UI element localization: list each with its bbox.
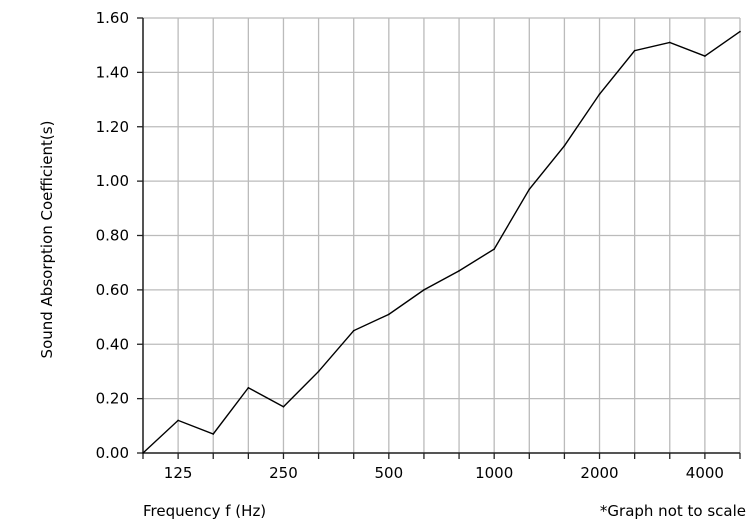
data-point [528, 188, 531, 191]
y-axis-title: Sound Absorption Coefficient(s) [38, 121, 56, 359]
data-point [633, 49, 636, 52]
y-tick-label: 0.20 [96, 390, 129, 408]
data-point [388, 313, 390, 316]
y-tick-label: 1.60 [96, 9, 129, 27]
y-tick-label: 1.40 [96, 63, 129, 81]
x-tick-label: 500 [375, 464, 404, 482]
not-to-scale-note: *Graph not to scale [600, 502, 746, 520]
y-tick-label: 1.20 [96, 118, 129, 136]
data-point [352, 329, 355, 332]
data-point [704, 55, 706, 57]
x-tick-label: 250 [269, 464, 298, 482]
x-tick-label: 2000 [580, 464, 618, 482]
y-tick-label: 0.00 [96, 444, 129, 462]
y-tick-label: 1.00 [96, 172, 129, 190]
y-tick-label: 0.60 [96, 281, 129, 299]
data-point [142, 452, 144, 454]
x-axis-title: Frequency f (Hz) [143, 502, 266, 520]
data-point [668, 41, 671, 44]
data-point [739, 30, 741, 33]
x-tick-label: 125 [164, 464, 193, 482]
data-point [282, 405, 285, 408]
x-tick-label: 4000 [686, 464, 724, 482]
y-tick-label: 0.80 [96, 227, 129, 245]
x-tick-labels: 125 250 500 1000 2000 4000 [142, 453, 741, 482]
data-point [423, 289, 425, 291]
x-tick-label: 1000 [475, 464, 513, 482]
data-point [493, 248, 495, 250]
data-point [247, 386, 250, 389]
data-point [317, 370, 320, 373]
data-point [563, 144, 566, 147]
data-point [598, 93, 601, 95]
grid [142, 17, 741, 454]
data-point [212, 433, 215, 435]
data-point [458, 270, 460, 272]
series-group [142, 30, 741, 454]
series-line [142, 31, 741, 454]
data-point [177, 419, 179, 422]
y-tick-label: 0.40 [96, 335, 129, 353]
y-tick-labels: 0.00 0.20 0.40 0.60 0.80 1.00 1.20 1.40 1.60 [96, 9, 143, 462]
